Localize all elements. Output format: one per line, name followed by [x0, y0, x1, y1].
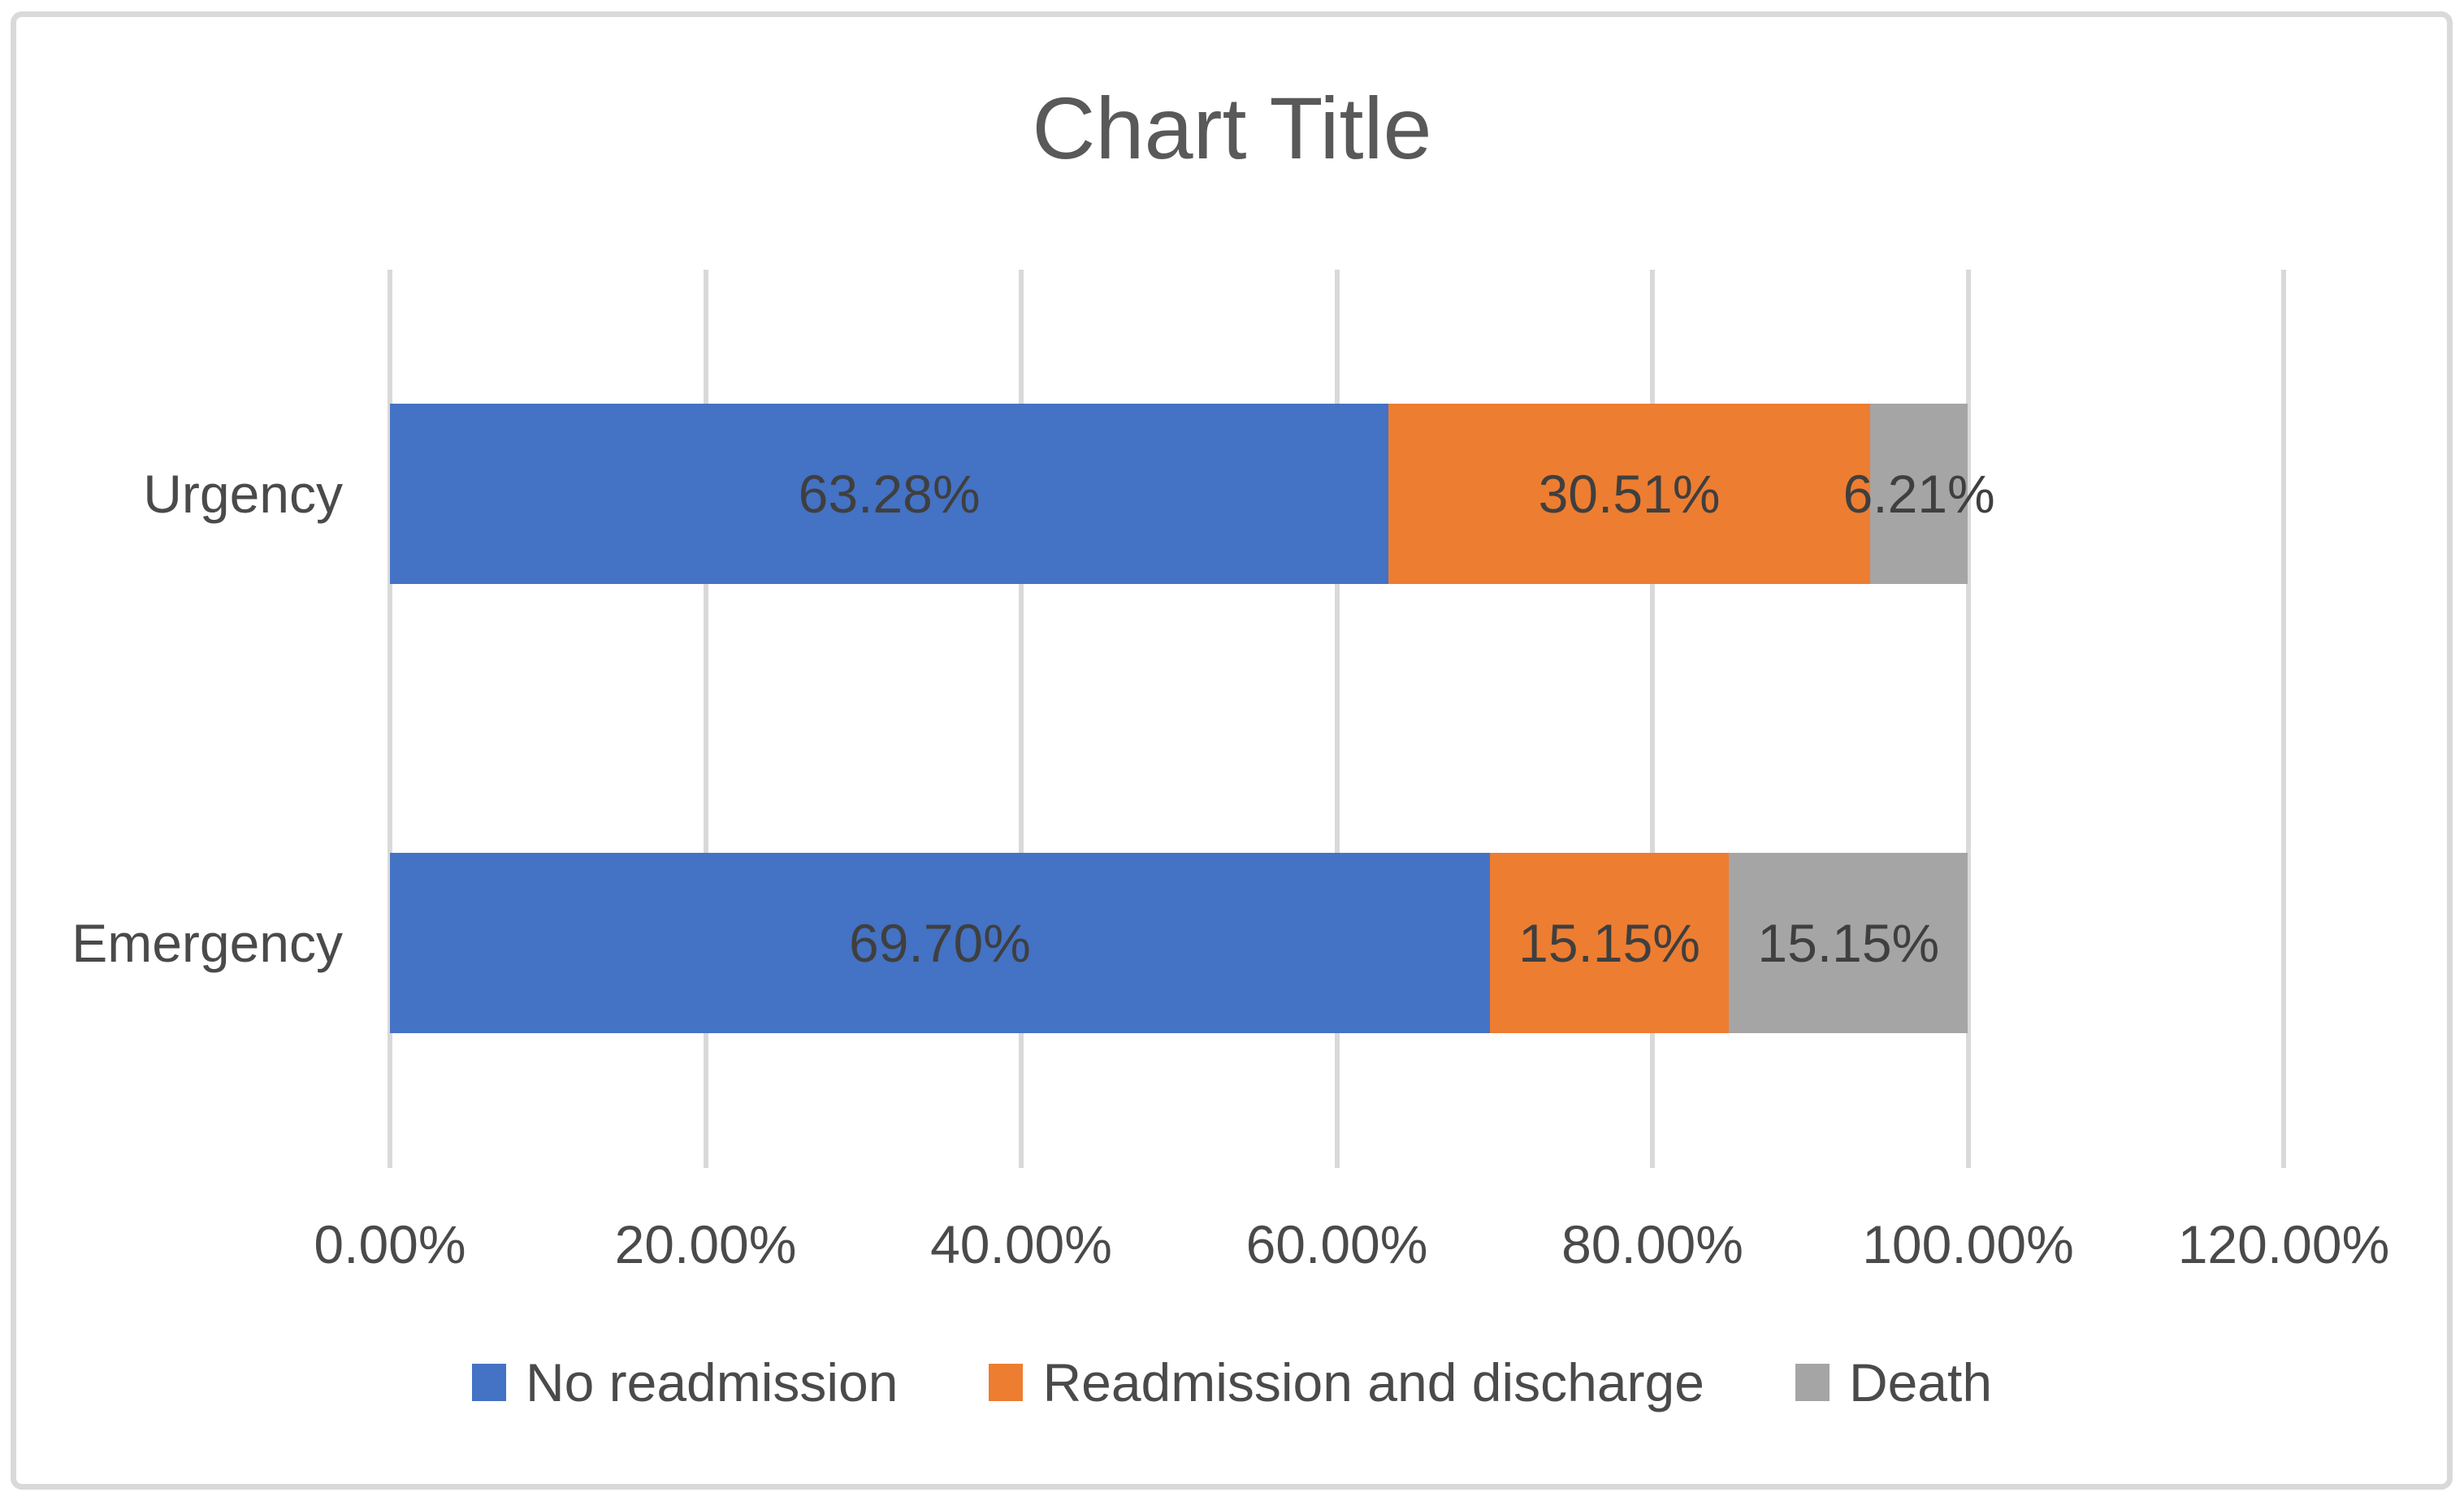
gridline: [388, 270, 392, 1168]
gridline: [1019, 270, 1024, 1168]
chart-title: Chart Title: [1032, 79, 1432, 177]
bar-segment: 30.51%: [1388, 404, 1870, 584]
legend-entry: Readmission and discharge: [989, 1352, 1704, 1413]
bar-row-emergency: Emergency 69.70% 15.15% 15.15%: [71, 853, 1968, 1033]
legend-label: Readmission and discharge: [1042, 1352, 1704, 1412]
bar-row-urgency: Urgency 63.28% 30.51% 6.21%: [143, 404, 1995, 584]
legend-entry: Death: [1795, 1352, 1992, 1413]
data-label: 6.21%: [1843, 464, 1995, 524]
legend-marker: [1795, 1364, 1830, 1401]
x-axis-tick-label: 0.00%: [314, 1214, 466, 1274]
gridline: [1650, 270, 1655, 1168]
data-label: 30.51%: [1538, 464, 1721, 524]
legend: No readmission Readmission and discharge D…: [0, 1352, 2464, 1413]
x-axis-tick-label: 40.00%: [930, 1214, 1112, 1274]
data-label: 69.70%: [849, 913, 1031, 973]
data-label: 15.15%: [1518, 913, 1700, 973]
x-axis-tick-label: 60.00%: [1245, 1214, 1428, 1274]
legend-label: Death: [1848, 1352, 1993, 1412]
x-axis-tick-label: 80.00%: [1561, 1214, 1743, 1274]
plot-area: Urgency 63.28% 30.51% 6.21% Emergency 69.70% 1…: [71, 270, 2389, 1274]
gridline: [1334, 270, 1340, 1168]
x-axis-tick-label: 120.00%: [2177, 1214, 2390, 1274]
bar-segment: 15.15%: [1729, 853, 1968, 1033]
data-label: 15.15%: [1757, 913, 1940, 973]
category-label: Urgency: [143, 464, 343, 524]
x-axis-tick-label: 20.00%: [614, 1214, 797, 1274]
legend-label: No readmission: [525, 1352, 899, 1412]
bar-segment: 15.15%: [1489, 853, 1730, 1033]
x-axis-tick-label: 100.00%: [1862, 1214, 2074, 1274]
gridline: [703, 270, 708, 1168]
data-label: 63.28%: [798, 464, 981, 524]
legend-marker: [471, 1364, 506, 1401]
bar-segment: 63.28%: [390, 404, 1389, 584]
legend-marker: [989, 1364, 1024, 1401]
bar-segment: 6.21%: [1843, 404, 1995, 584]
category-label: Emergency: [71, 913, 343, 973]
bar-segment: 69.70%: [390, 853, 1490, 1033]
gridline: [2281, 270, 2286, 1168]
legend-entry: No readmission: [471, 1352, 899, 1413]
gridline: [1965, 270, 1971, 1168]
